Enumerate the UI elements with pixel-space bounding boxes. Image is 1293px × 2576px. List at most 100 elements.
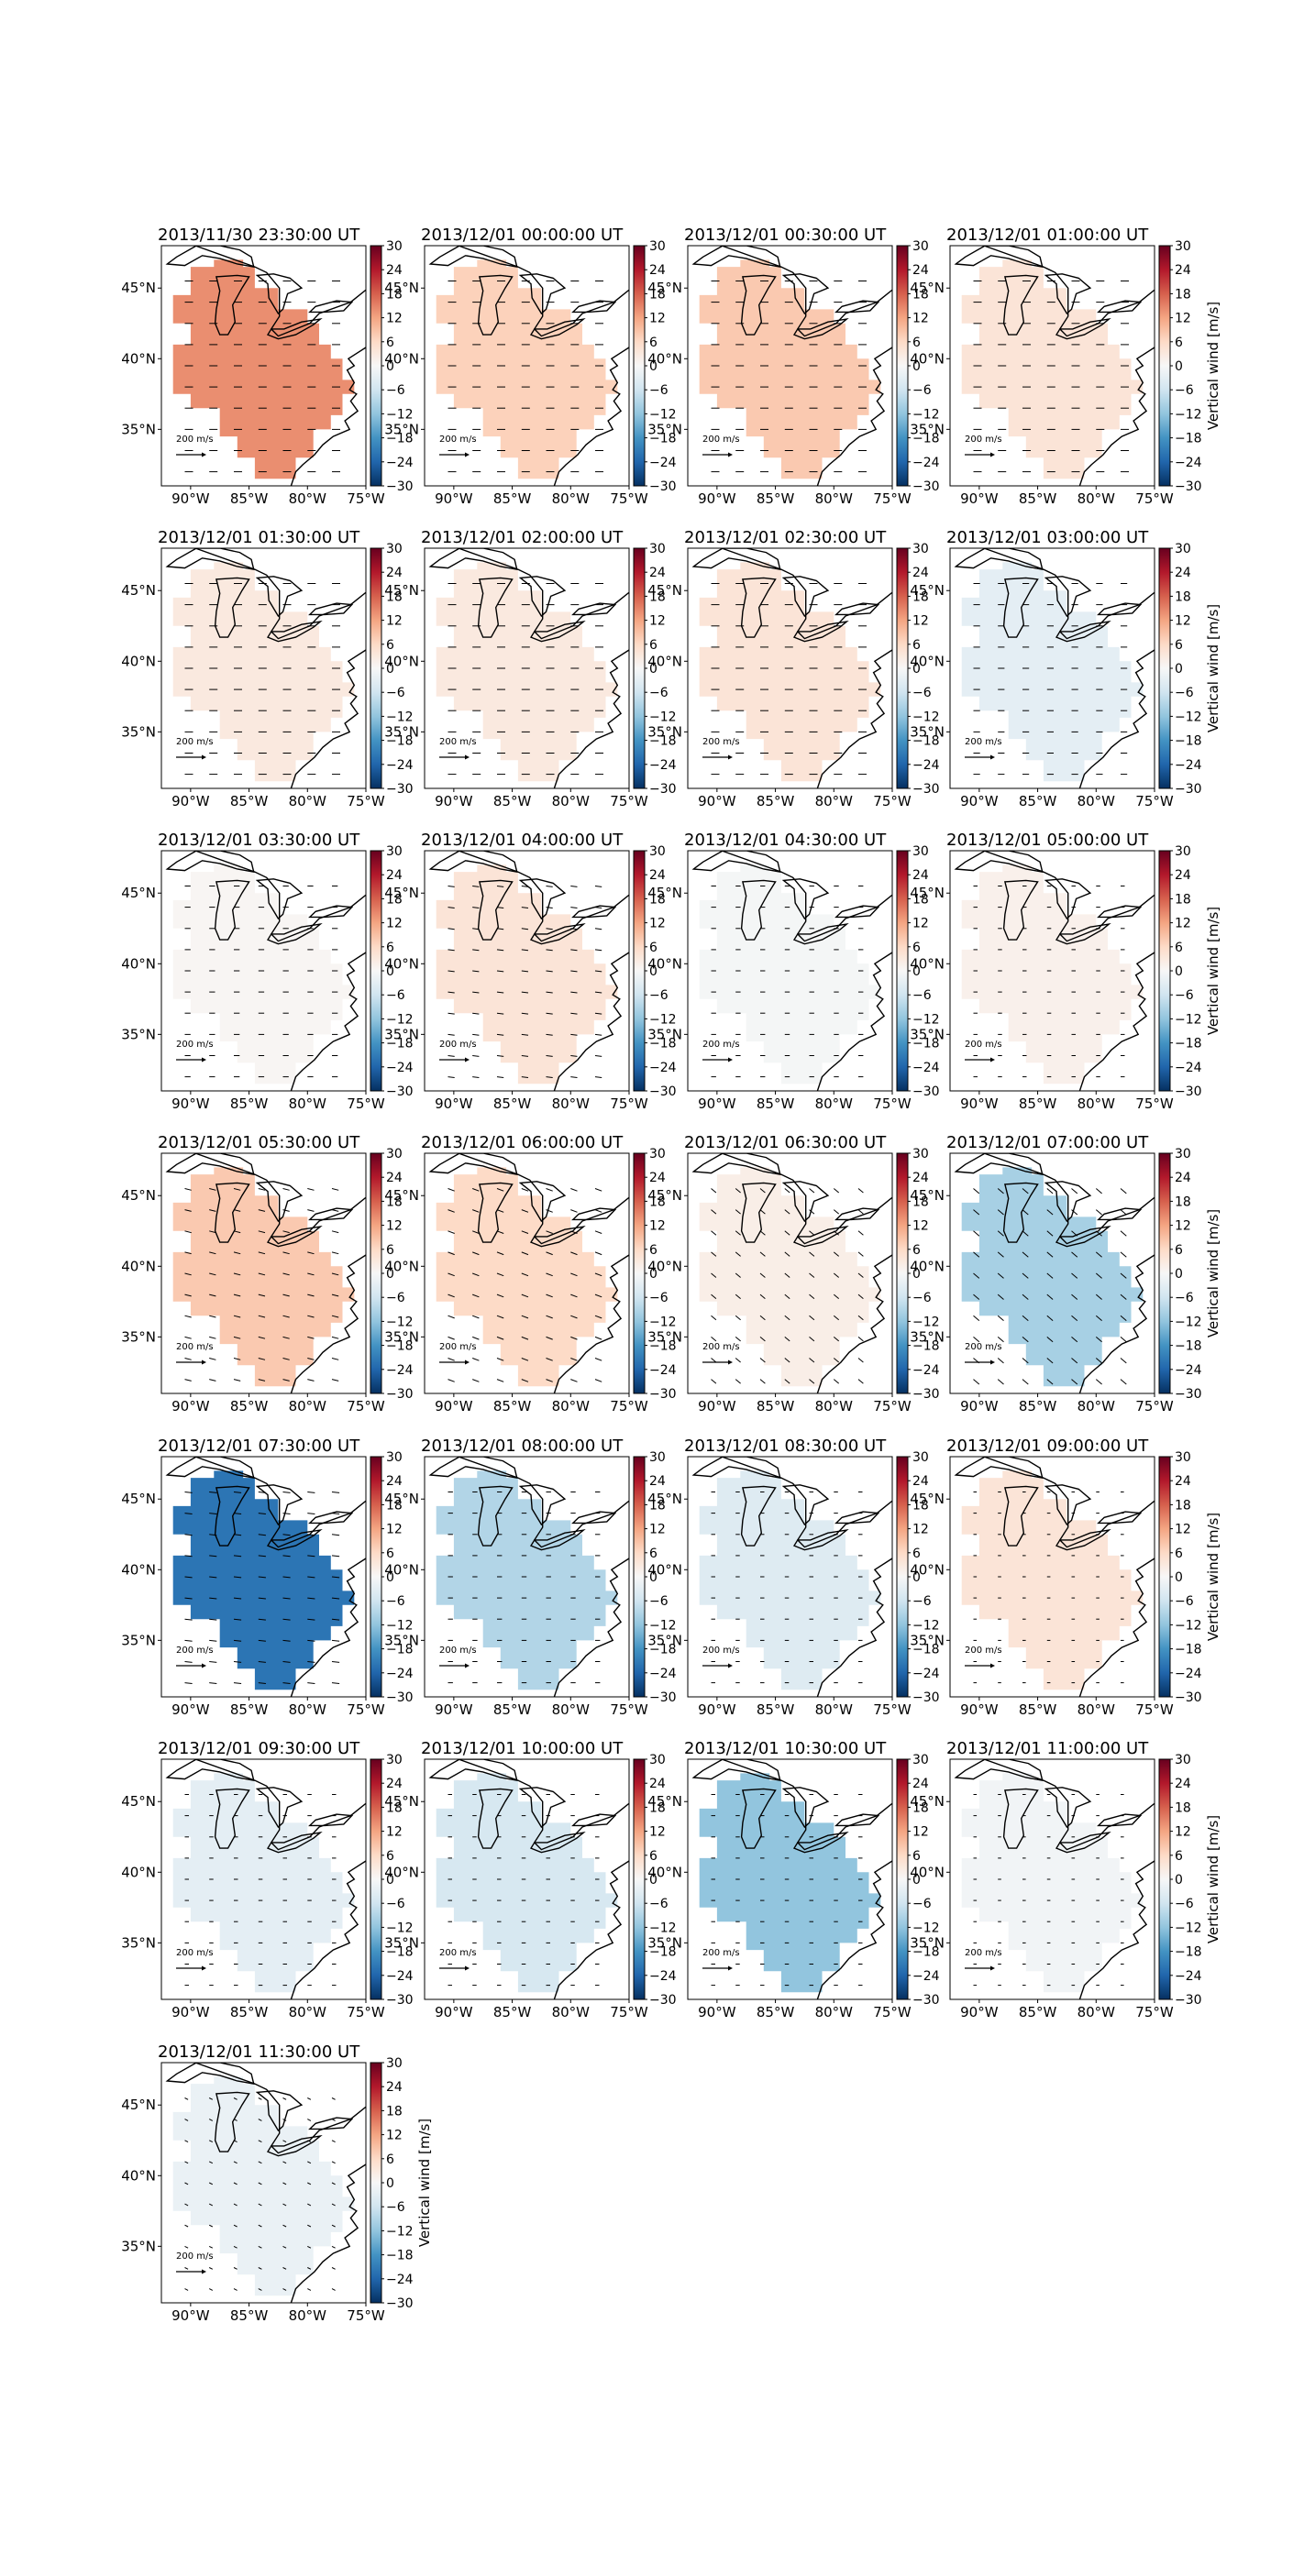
wind-arrow bbox=[233, 1251, 241, 1255]
wind-arrow bbox=[472, 991, 480, 994]
panel-11: 2013/12/01 04:30:00 UT 200 m/s 45°N 40°N 35°… bbox=[647, 831, 950, 1115]
lake-outline-2 bbox=[214, 2091, 250, 2152]
lake-outline-5 bbox=[308, 1813, 354, 1827]
colorbar-tick-label: 18 bbox=[386, 2104, 403, 2119]
lat-tick-label: 40°N bbox=[647, 1864, 682, 1880]
map-plot: 200 m/s 45°N 40°N 35°N 90°W 85°W 80°W 75°W 30 24 1… bbox=[121, 844, 414, 1112]
wind-arrow bbox=[331, 1379, 339, 1382]
lat-tick-label: 45°N bbox=[121, 1793, 156, 1810]
wind-arrow bbox=[307, 1661, 315, 1663]
wind-arrow bbox=[233, 2140, 238, 2143]
lake-outline-3 bbox=[781, 878, 830, 920]
colorbar-tick-label: −24 bbox=[649, 1061, 677, 1075]
lat-tick-label: 45°N bbox=[121, 1491, 156, 1507]
wind-arrow bbox=[282, 1555, 291, 1558]
wind-arrow bbox=[594, 1230, 602, 1234]
lat-tick-label: 35°N bbox=[647, 1026, 682, 1042]
lon-tick-label: 80°W bbox=[815, 490, 854, 507]
wind-arrow bbox=[496, 1230, 504, 1234]
lake-outline-4 bbox=[266, 1832, 323, 1854]
wind-arrow bbox=[307, 2182, 312, 2185]
lat-tick-label: 40°N bbox=[647, 1258, 682, 1274]
lake-outline-4 bbox=[792, 923, 849, 945]
wind-arrow bbox=[546, 1336, 553, 1340]
lake-outline-4 bbox=[1055, 1226, 1111, 1248]
wind-arrow bbox=[594, 1209, 602, 1213]
wind-arrow bbox=[735, 1358, 741, 1363]
colorbar-tick-label: −12 bbox=[386, 1921, 414, 1935]
wind-arrow bbox=[472, 1358, 480, 1361]
lon-tick-label: 80°W bbox=[815, 1398, 854, 1415]
colorbar-tick-label: 6 bbox=[1175, 638, 1183, 653]
lat-tick-label: 45°N bbox=[647, 1793, 682, 1810]
colorbar-tick-label: 18 bbox=[912, 287, 929, 302]
wind-arrow bbox=[472, 886, 480, 887]
colorbar-tick-label: −12 bbox=[386, 710, 414, 724]
colorbar-tick-label: 24 bbox=[912, 1171, 929, 1185]
lake-outline-3 bbox=[781, 1181, 830, 1223]
colorbar-gradient bbox=[1158, 1152, 1171, 1394]
panel-10: 2013/12/01 04:00:00 UT 200 m/s 45°N 40°N 35°… bbox=[384, 831, 687, 1115]
lake-outline-1 bbox=[428, 1457, 518, 1479]
colorbar-tick-label: 6 bbox=[649, 1547, 658, 1561]
wind-arrow bbox=[258, 1336, 266, 1339]
wind-arrow bbox=[546, 970, 553, 973]
wind-arrow bbox=[1022, 1294, 1029, 1300]
colorbar-tick-label: 0 bbox=[1175, 1873, 1183, 1888]
lon-tick-label: 90°W bbox=[698, 1398, 736, 1415]
wind-arrow bbox=[209, 1492, 217, 1493]
lake-outline-5 bbox=[1097, 602, 1143, 616]
lat-tick-label: 35°N bbox=[121, 2238, 156, 2254]
wind-arrow bbox=[184, 1682, 193, 1684]
wind-arrow bbox=[307, 1597, 315, 1600]
colorbar-tick-label: −12 bbox=[1175, 407, 1202, 422]
lake-outline-4 bbox=[1055, 923, 1111, 945]
wind-arrow bbox=[1046, 1337, 1054, 1343]
axes-frame bbox=[160, 1152, 367, 1394]
scale-label: 200 m/s bbox=[176, 1948, 214, 1958]
colorbar-tick-label: 24 bbox=[912, 566, 929, 580]
colorbar-tick-label: 12 bbox=[386, 1825, 403, 1840]
colorbar-tick-label: −12 bbox=[649, 407, 677, 422]
lake-outline-1 bbox=[954, 1759, 1044, 1781]
wind-arrow bbox=[282, 2245, 287, 2249]
colorbar-tick-label: −18 bbox=[649, 1643, 677, 1657]
colorbar-tick-label: 6 bbox=[912, 336, 921, 350]
lake-outline-2 bbox=[1002, 1182, 1039, 1243]
lat-tick-label: 45°N bbox=[910, 1491, 945, 1507]
colorbar-tick-label: 30 bbox=[912, 1147, 929, 1161]
map-axes: 200 m/s 45°N 40°N 35°N 90°W 85°W 80°W 75°W 30 24 1… bbox=[910, 239, 1221, 507]
colorbar-tick-label: −30 bbox=[649, 782, 677, 797]
wind-arrow bbox=[208, 2161, 214, 2164]
wind-arrow bbox=[307, 1639, 315, 1642]
wind-arrow bbox=[258, 2288, 262, 2291]
colorbar-tick-label: 24 bbox=[386, 566, 403, 580]
colorbar-tick-label: −18 bbox=[1175, 1339, 1202, 1354]
colorbar-tick-label: 12 bbox=[912, 312, 929, 326]
colorbar-tick-label: 24 bbox=[1175, 1171, 1191, 1185]
lon-tick-label: 90°W bbox=[960, 2004, 999, 2020]
wind-arrow bbox=[208, 2097, 214, 2100]
colorbar: 30 24 18 12 6 0 −6 −12 −18 −24 −30 bbox=[896, 1147, 940, 1402]
lake-outline-1 bbox=[954, 548, 1044, 570]
panel-title: 2013/12/01 10:00:00 UT bbox=[421, 1739, 624, 1758]
colorbar-tick-label: 12 bbox=[386, 312, 403, 326]
panel-15: 2013/12/01 06:30:00 UT 200 m/s 45°N 40°N 35°… bbox=[647, 1133, 950, 1417]
map-lines bbox=[428, 246, 629, 486]
wind-arrow bbox=[258, 2140, 262, 2143]
wind-vectors bbox=[184, 281, 340, 473]
wind-arrow bbox=[973, 1315, 980, 1321]
lake-outline-1 bbox=[428, 246, 518, 268]
colorbar-tick-label: −30 bbox=[386, 1084, 414, 1099]
wind-arrow bbox=[307, 1682, 315, 1684]
map-axes: 200 m/s 45°N 40°N 35°N 90°W 85°W 80°W 75°W 30 24 1… bbox=[384, 1147, 676, 1415]
colorbar: 30 24 18 12 6 0 −6 −12 −18 −24 −30 Vertical wind [m… bbox=[1158, 844, 1221, 1099]
lon-tick-label: 85°W bbox=[757, 490, 795, 507]
lake-outline-4 bbox=[266, 1226, 323, 1248]
wind-arrow bbox=[258, 1294, 266, 1297]
scale-arrowhead bbox=[728, 1663, 733, 1668]
wind-arrow bbox=[307, 1336, 315, 1339]
wind-arrow bbox=[1120, 1209, 1127, 1216]
wind-arrow bbox=[331, 1555, 340, 1558]
wind-arrow bbox=[233, 2224, 238, 2228]
